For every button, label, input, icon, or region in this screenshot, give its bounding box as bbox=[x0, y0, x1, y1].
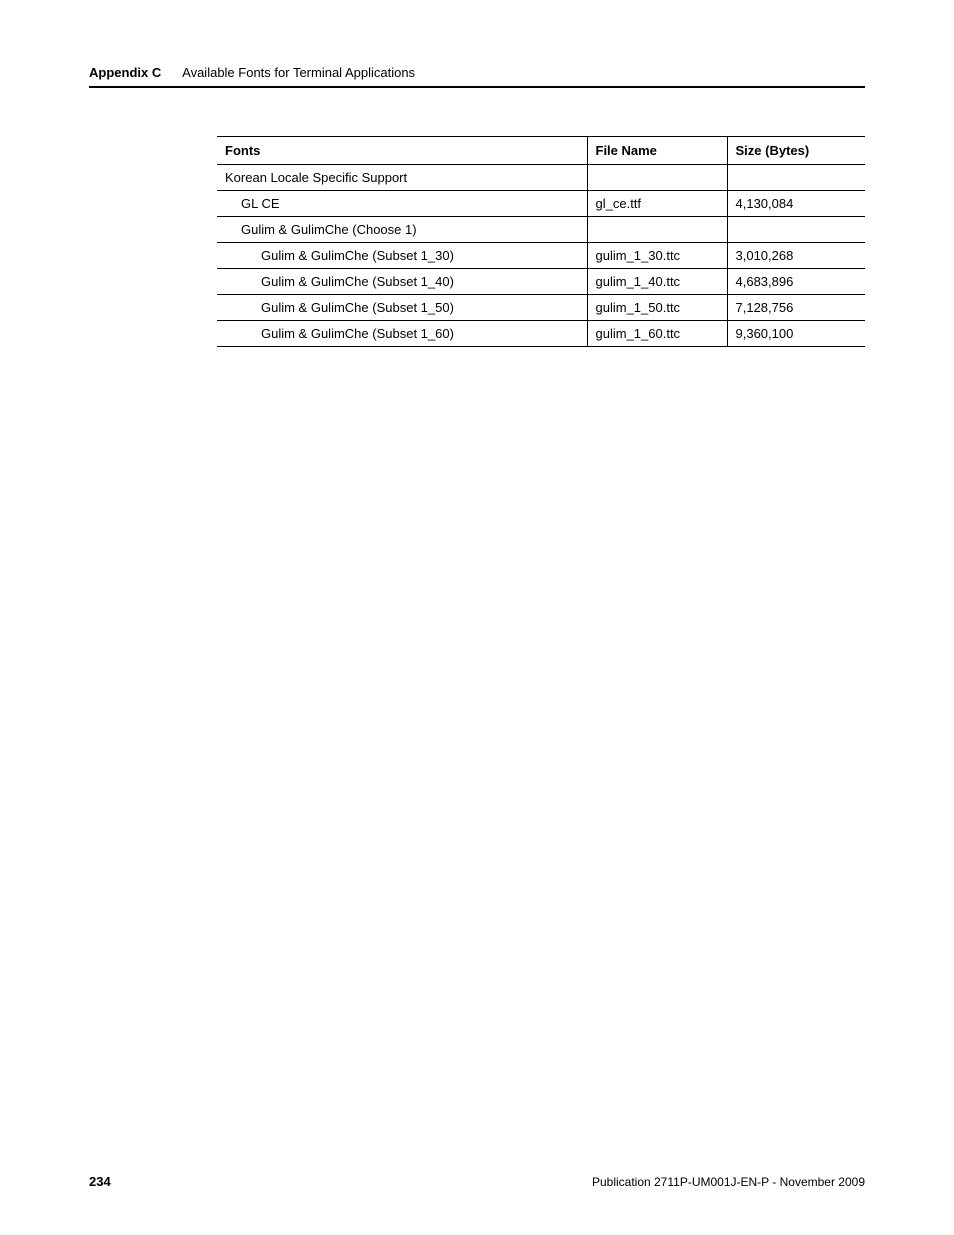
cell-size: 3,010,268 bbox=[727, 243, 865, 269]
cell-size bbox=[727, 217, 865, 243]
cell-file: gulim_1_50.ttc bbox=[587, 295, 727, 321]
publication-info: Publication 2711P-UM001J-EN-P - November… bbox=[592, 1175, 865, 1189]
page-container: Appendix C Available Fonts for Terminal … bbox=[0, 0, 954, 1235]
cell-fonts: Gulim & GulimChe (Subset 1_30) bbox=[217, 243, 587, 269]
col-header-size: Size (Bytes) bbox=[727, 137, 865, 165]
page-footer: 234 Publication 2711P-UM001J-EN-P - Nove… bbox=[89, 1174, 865, 1189]
cell-file bbox=[587, 165, 727, 191]
cell-fonts: Gulim & GulimChe (Subset 1_40) bbox=[217, 269, 587, 295]
table-row: Gulim & GulimChe (Subset 1_30) gulim_1_3… bbox=[217, 243, 865, 269]
table-row: Gulim & GulimChe (Choose 1) bbox=[217, 217, 865, 243]
appendix-title: Available Fonts for Terminal Application… bbox=[182, 65, 415, 80]
col-header-fonts: Fonts bbox=[217, 137, 587, 165]
appendix-label: Appendix C bbox=[89, 65, 161, 80]
cell-fonts: Korean Locale Specific Support bbox=[217, 165, 587, 191]
cell-fonts: GL CE bbox=[217, 191, 587, 217]
fonts-table-wrap: Fonts File Name Size (Bytes) Korean Loca… bbox=[217, 136, 865, 347]
col-header-file: File Name bbox=[587, 137, 727, 165]
cell-fonts: Gulim & GulimChe (Subset 1_50) bbox=[217, 295, 587, 321]
cell-file bbox=[587, 217, 727, 243]
table-body: Korean Locale Specific Support GL CE gl_… bbox=[217, 165, 865, 347]
table-header-row: Fonts File Name Size (Bytes) bbox=[217, 137, 865, 165]
table-row: GL CE gl_ce.ttf 4,130,084 bbox=[217, 191, 865, 217]
cell-file: gulim_1_30.ttc bbox=[587, 243, 727, 269]
table-row: Korean Locale Specific Support bbox=[217, 165, 865, 191]
cell-file: gl_ce.ttf bbox=[587, 191, 727, 217]
cell-size: 7,128,756 bbox=[727, 295, 865, 321]
cell-fonts: Gulim & GulimChe (Choose 1) bbox=[217, 217, 587, 243]
page-header: Appendix C Available Fonts for Terminal … bbox=[89, 65, 865, 88]
page-number: 234 bbox=[89, 1174, 111, 1189]
cell-size: 4,130,084 bbox=[727, 191, 865, 217]
table-row: Gulim & GulimChe (Subset 1_40) gulim_1_4… bbox=[217, 269, 865, 295]
cell-size: 4,683,896 bbox=[727, 269, 865, 295]
cell-size bbox=[727, 165, 865, 191]
cell-fonts: Gulim & GulimChe (Subset 1_60) bbox=[217, 321, 587, 347]
cell-file: gulim_1_40.ttc bbox=[587, 269, 727, 295]
table-row: Gulim & GulimChe (Subset 1_50) gulim_1_5… bbox=[217, 295, 865, 321]
cell-file: gulim_1_60.ttc bbox=[587, 321, 727, 347]
cell-size: 9,360,100 bbox=[727, 321, 865, 347]
fonts-table: Fonts File Name Size (Bytes) Korean Loca… bbox=[217, 136, 865, 347]
table-row: Gulim & GulimChe (Subset 1_60) gulim_1_6… bbox=[217, 321, 865, 347]
